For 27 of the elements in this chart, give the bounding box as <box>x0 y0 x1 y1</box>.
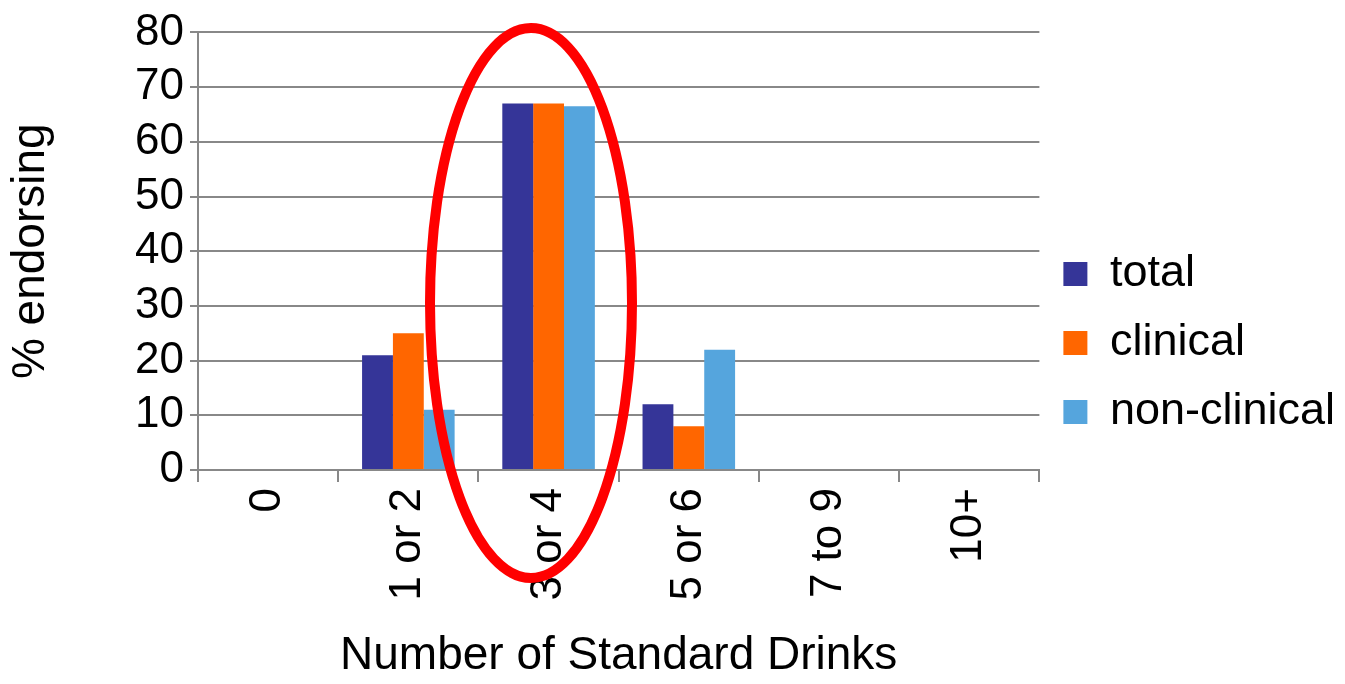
bar <box>533 103 565 469</box>
x-tick-label: 1 or 2 <box>380 488 430 601</box>
x-tick-label: 5 or 6 <box>660 488 710 601</box>
legend-label: non-clinical <box>1109 383 1336 435</box>
bar <box>642 404 674 469</box>
bar <box>704 349 736 469</box>
legend-label: clinical <box>1109 314 1245 366</box>
y-tick-label: 10 <box>135 387 184 437</box>
x-tick-label: 10+ <box>941 488 991 563</box>
legend-label: total <box>1109 245 1195 297</box>
bar <box>362 355 393 469</box>
y-axis-title: % endorsing <box>2 123 55 380</box>
y-tick-label: 80 <box>135 4 184 54</box>
y-tick-label: 30 <box>135 278 184 328</box>
y-tick-label: 60 <box>135 113 184 163</box>
bar <box>502 103 534 469</box>
y-tick-label: 40 <box>135 223 184 273</box>
y-tick-label: 0 <box>159 442 184 492</box>
bar <box>564 106 595 469</box>
bar <box>673 426 705 469</box>
bar <box>392 333 424 469</box>
x-tick-label: 0 <box>240 488 290 513</box>
y-tick-label: 20 <box>135 332 184 382</box>
x-axis-title: Number of Standard Drinks <box>340 627 898 680</box>
y-tick-label: 70 <box>135 59 184 109</box>
x-tick-label: 7 to 9 <box>801 488 851 599</box>
y-tick-label: 50 <box>135 168 184 218</box>
